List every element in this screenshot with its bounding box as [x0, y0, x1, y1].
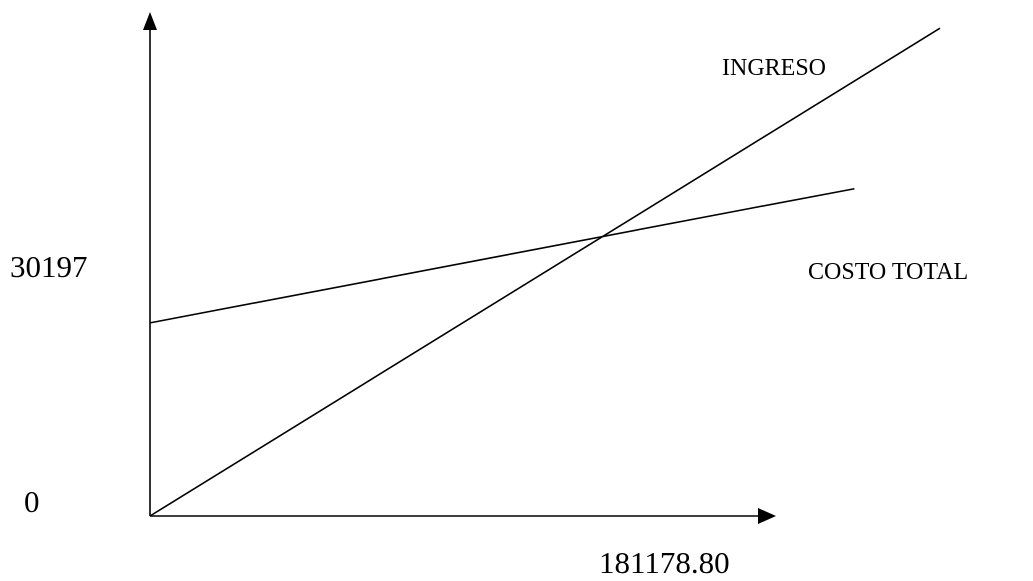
y-tick-label-break-even-value: 30197: [10, 249, 88, 284]
series-line-costo-total: [149, 187, 855, 324]
series-label-ingreso: INGRESO: [722, 55, 826, 81]
series-label-costo-total: COSTO TOTAL: [808, 259, 968, 285]
y-tick-label-zero: 0: [24, 484, 40, 519]
y-axis-arrowhead: [143, 12, 157, 30]
series-line-ingreso: [149, 27, 941, 517]
x-axis-arrowhead: [758, 508, 776, 524]
x-tick-label-break-even-value: 181178.80: [599, 545, 730, 580]
